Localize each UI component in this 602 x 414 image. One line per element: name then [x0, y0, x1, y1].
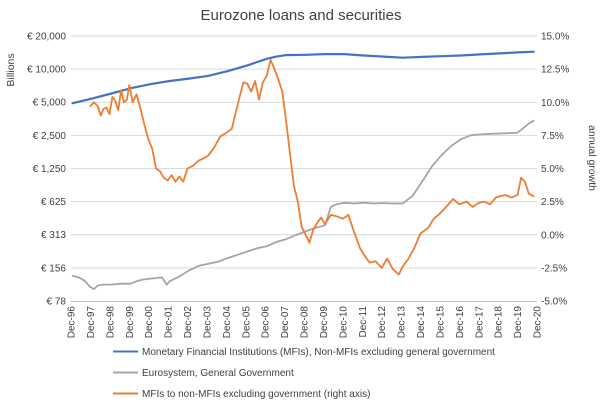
x-tick-label: Dec-17	[474, 306, 485, 339]
left-tick-label: € 20,000	[27, 32, 66, 43]
x-tick-label: Dec-04	[222, 306, 233, 339]
x-tick-label: Dec-07	[280, 306, 291, 339]
left-tick-label: € 313	[41, 230, 66, 241]
right-tick-label: 0.0%	[541, 230, 564, 241]
chart-title: Eurozone loans and securities	[201, 7, 402, 24]
right-tick-label: 5.0%	[541, 164, 564, 175]
x-tick-label: Dec-97	[86, 306, 97, 339]
left-tick-label: € 625	[41, 197, 66, 208]
x-tick-label: Dec-05	[241, 306, 252, 339]
left-tick-label: € 10,000	[27, 65, 66, 76]
x-tick-label: Dec-20	[533, 306, 544, 339]
left-tick-label: € 1,250	[33, 164, 67, 175]
right-tick-label: -5.0%	[541, 297, 567, 308]
legend-label: MFIs to non-MFIs excluding government (r…	[142, 389, 370, 400]
right-tick-label: 10.0%	[541, 98, 569, 109]
x-tick-label: Dec-01	[164, 306, 175, 339]
x-tick-label: Dec-13	[397, 306, 408, 339]
x-tick-label: Dec-06	[261, 306, 272, 339]
right-tick-label: -2.5%	[541, 263, 567, 274]
x-axis-ticks: Dec-96 Dec-97 Dec-98 Dec-99 Dec-00 Dec-01 Dec-…	[67, 306, 544, 339]
gridlines	[71, 35, 537, 269]
right-tick-label: 2.5%	[541, 197, 564, 208]
x-tick-label: Dec-08	[300, 306, 311, 339]
right-axis-ticks: -5.0% -2.5% 0.0% 2.5% 5.0% 7.5% 10.0% 12.5% 15.0…	[541, 32, 569, 308]
x-tick-label: Dec-12	[377, 306, 388, 339]
legend-label: Monetary Financial Institutions (MFIs), …	[142, 347, 495, 358]
right-tick-label: 7.5%	[541, 131, 564, 142]
series-line-mfis-growth	[89, 59, 535, 276]
x-tick-label: Dec-14	[416, 306, 427, 339]
x-tick-label: Dec-03	[202, 306, 213, 339]
legend-label: Eurosystem, General Government	[142, 368, 294, 379]
right-axis-title: annual growth	[586, 125, 598, 191]
x-tick-label: Dec-09	[319, 306, 330, 339]
left-tick-label: € 156	[41, 263, 66, 274]
left-axis-title: Billions	[5, 53, 17, 86]
x-tick-label: Dec-11	[358, 306, 369, 338]
x-tick-label: Dec-15	[435, 306, 446, 339]
series-line-eurosystem-government	[71, 119, 535, 291]
x-tick-label: Dec-02	[183, 306, 194, 339]
left-tick-label: € 2,500	[33, 131, 67, 142]
x-tick-label: Dec-10	[338, 306, 349, 339]
series-line-mfis-non-mfis	[71, 50, 535, 105]
legend: Monetary Financial Institutions (MFIs), …	[113, 347, 495, 400]
x-tick-label: Dec-96	[67, 306, 78, 339]
right-tick-label: 15.0%	[541, 32, 569, 43]
x-tick-label: Dec-16	[455, 306, 466, 339]
x-tick-label: Dec-99	[125, 306, 136, 339]
right-tick-label: 12.5%	[541, 65, 569, 76]
x-tick-label: Dec-19	[513, 306, 524, 339]
left-axis-ticks: € 78 € 156 € 313 € 625 € 1,250 € 2,500 € 5,000…	[27, 32, 66, 308]
x-tick-label: Dec-00	[144, 306, 155, 339]
left-tick-label: € 5,000	[33, 98, 67, 109]
x-tick-label: Dec-18	[494, 306, 505, 339]
left-tick-label: € 78	[47, 297, 67, 308]
x-tick-label: Dec-98	[105, 306, 116, 339]
series-layer	[71, 50, 535, 291]
